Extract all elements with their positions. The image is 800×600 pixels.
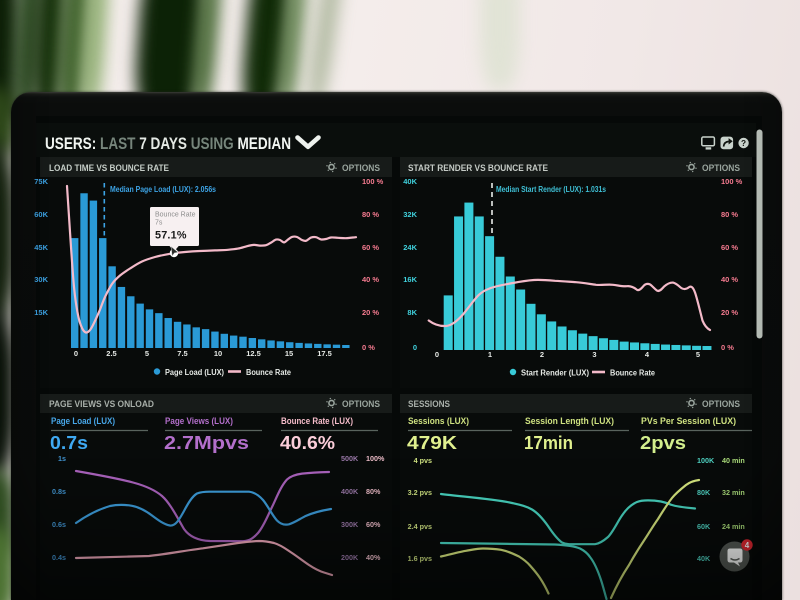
svg-text:2.5: 2.5 [106,349,116,358]
svg-text:2: 2 [540,350,544,359]
svg-text:Session Length (LUX): Session Length (LUX) [525,416,614,426]
svg-text:7.5: 7.5 [177,349,187,358]
svg-text:3: 3 [592,350,596,359]
svg-text:40 %: 40 % [721,275,738,284]
svg-text:20 %: 20 % [362,308,379,317]
svg-text:479K: 479K [407,433,457,453]
svg-text:80%: 80% [366,487,381,496]
svg-text:100 %: 100 % [721,177,743,186]
svg-text:200K: 200K [341,553,359,562]
svg-text:17min: 17min [524,433,573,453]
svg-text:60 %: 60 % [721,243,738,252]
svg-text:Bounce Rate: Bounce Rate [155,212,196,219]
svg-text:10: 10 [214,349,222,358]
svg-text:4: 4 [745,541,750,550]
svg-text:32K: 32K [403,210,417,219]
svg-text:15K: 15K [34,308,48,317]
svg-text:PAGE VIEWS VS ONLOAD: PAGE VIEWS VS ONLOAD [49,399,154,409]
svg-text:OPTIONS: OPTIONS [702,163,740,173]
svg-text:0 %: 0 % [362,343,375,352]
svg-text:2pvs: 2pvs [640,433,686,453]
svg-text:75K: 75K [34,177,48,186]
svg-text:12.5: 12.5 [246,349,261,358]
svg-text:40K: 40K [403,177,417,186]
svg-text:80K: 80K [697,488,711,497]
svg-text:16K: 16K [403,275,417,284]
svg-text:Median Start Render (LUX): 1.0: Median Start Render (LUX): 1.031s [496,185,606,194]
svg-text:400K: 400K [341,487,359,496]
svg-text:Page Load (LUX): Page Load (LUX) [51,416,115,426]
svg-text:0: 0 [74,349,78,358]
svg-text:Sessions (LUX): Sessions (LUX) [408,416,469,426]
svg-text:5: 5 [696,350,700,359]
svg-text:Median Page Load (LUX): 2.056s: Median Page Load (LUX): 2.056s [110,185,216,194]
svg-text:1s: 1s [58,454,66,463]
svg-text:Bounce Rate: Bounce Rate [246,368,291,377]
svg-text:1: 1 [488,350,492,359]
svg-text:Page Views (LUX): Page Views (LUX) [165,416,233,426]
svg-text:0 %: 0 % [721,343,734,352]
svg-text:USERS: LAST 7 DAYS USING MEDIA: USERS: LAST 7 DAYS USING MEDIAN [45,135,291,153]
svg-text:20 %: 20 % [721,308,738,317]
svg-text:40.6%: 40.6% [280,433,335,453]
svg-text:15: 15 [285,349,293,358]
svg-text:100%: 100% [366,454,385,463]
svg-text:START RENDER VS BOUNCE RATE: START RENDER VS BOUNCE RATE [408,163,548,173]
svg-text:60%: 60% [366,520,381,529]
svg-text:Bounce Rate (LUX): Bounce Rate (LUX) [281,416,353,426]
svg-text:Bounce Rate: Bounce Rate [610,369,655,378]
svg-text:4: 4 [645,350,650,359]
svg-text:40K: 40K [697,554,711,563]
svg-text:80 %: 80 % [721,210,738,219]
svg-text:0.6s: 0.6s [52,520,66,529]
svg-text:40%: 40% [366,553,381,562]
svg-text:LOAD TIME VS BOUNCE RATE: LOAD TIME VS BOUNCE RATE [49,163,169,173]
svg-text:5: 5 [145,349,149,358]
svg-text:40 %: 40 % [362,275,379,284]
svg-text:?: ? [741,138,746,148]
svg-text:24K: 24K [403,243,417,252]
svg-text:40 min: 40 min [722,456,745,465]
svg-text:60K: 60K [697,522,711,531]
svg-text:100K: 100K [697,456,715,465]
svg-text:Page Load (LUX): Page Load (LUX) [165,368,224,377]
svg-text:4 pvs: 4 pvs [414,456,432,465]
svg-text:300K: 300K [341,520,359,529]
svg-text:0: 0 [413,343,417,352]
svg-text:3.2 pvs: 3.2 pvs [408,488,432,497]
svg-text:OPTIONS: OPTIONS [702,399,740,409]
svg-text:60K: 60K [34,210,48,219]
svg-text:OPTIONS: OPTIONS [342,163,380,173]
svg-text:0: 0 [435,350,439,359]
svg-text:57.1%: 57.1% [155,230,187,242]
svg-text:32 min: 32 min [722,488,745,497]
svg-text:8K: 8K [407,308,417,317]
svg-text:100 %: 100 % [362,177,384,186]
svg-text:Start Render (LUX): Start Render (LUX) [521,369,589,378]
svg-text:17.5: 17.5 [317,349,332,358]
svg-text:80 %: 80 % [362,210,379,219]
svg-text:24 min: 24 min [722,522,745,531]
svg-text:0.4s: 0.4s [52,553,66,562]
svg-text:PVs Per Session (LUX): PVs Per Session (LUX) [641,416,736,426]
svg-text:SESSIONS: SESSIONS [408,399,450,409]
svg-text:2.4 pvs: 2.4 pvs [408,522,432,531]
svg-text:30K: 30K [34,275,48,284]
svg-text:1.6 pvs: 1.6 pvs [408,554,432,563]
svg-text:0.7s: 0.7s [50,433,88,453]
svg-text:7s: 7s [155,220,163,227]
svg-text:2.7Mpvs: 2.7Mpvs [164,433,249,453]
svg-text:45K: 45K [34,243,48,252]
svg-text:500K: 500K [341,454,359,463]
svg-text:60 %: 60 % [362,243,379,252]
svg-text:0.8s: 0.8s [52,487,66,496]
svg-text:OPTIONS: OPTIONS [342,399,380,409]
